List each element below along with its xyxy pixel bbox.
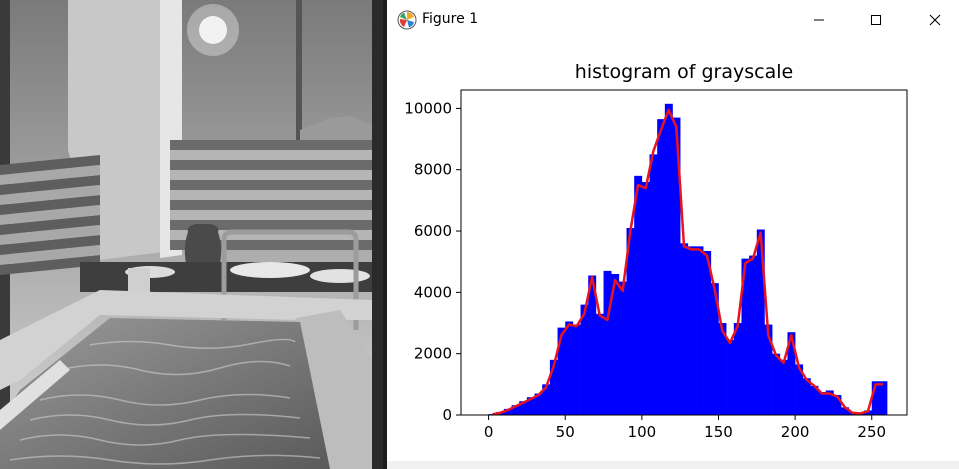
histogram-bar bbox=[825, 390, 834, 415]
histogram-bar bbox=[680, 243, 689, 415]
x-tick-label: 150 bbox=[704, 423, 733, 441]
maximize-icon bbox=[871, 15, 881, 25]
histogram-bar bbox=[871, 381, 880, 415]
histogram-bar bbox=[511, 405, 520, 415]
x-tick-label: 100 bbox=[628, 423, 657, 441]
histogram-bar bbox=[580, 304, 589, 415]
histogram-bar bbox=[710, 283, 719, 415]
y-tick-label: 10000 bbox=[404, 99, 452, 117]
minimize-button[interactable] bbox=[796, 0, 842, 40]
photo-illustration bbox=[0, 0, 383, 469]
histogram-bar bbox=[818, 392, 827, 415]
histogram-bar bbox=[718, 323, 727, 415]
histogram-bar bbox=[519, 401, 528, 415]
histogram-bar bbox=[611, 273, 620, 415]
figure-canvas: histogram of grayscale 0 50 100 150 200 250 0 2… bbox=[387, 40, 959, 461]
histogram-bar bbox=[618, 281, 627, 415]
histogram-bar bbox=[534, 393, 543, 415]
histogram-bar bbox=[802, 378, 811, 415]
histogram-bar bbox=[626, 227, 635, 415]
title-bar[interactable]: Figure 1 bbox=[387, 0, 959, 40]
histogram-bar bbox=[703, 250, 712, 415]
x-tick-label: 0 bbox=[484, 423, 494, 441]
histogram-bar bbox=[749, 255, 758, 415]
x-tick-label: 250 bbox=[857, 423, 886, 441]
y-tick-label: 2000 bbox=[414, 345, 452, 363]
matplotlib-icon bbox=[397, 10, 417, 30]
histogram-bar bbox=[810, 385, 819, 415]
histogram-bar bbox=[756, 229, 765, 415]
histogram-bar bbox=[879, 381, 888, 415]
histogram-bar bbox=[664, 103, 673, 415]
histogram-bar bbox=[595, 313, 604, 415]
histogram-bar bbox=[641, 181, 650, 415]
close-icon bbox=[929, 14, 941, 26]
histogram-bar bbox=[557, 327, 566, 415]
x-tick-label: 200 bbox=[781, 423, 810, 441]
histogram-bar bbox=[726, 339, 735, 415]
histogram-bar bbox=[741, 258, 750, 415]
histogram-bar bbox=[687, 246, 696, 415]
y-tick-label: 8000 bbox=[414, 161, 452, 179]
y-tick-label: 0 bbox=[442, 406, 452, 424]
figure-window: Figure 1 histogram of grayscale 0 50 100 15… bbox=[387, 0, 959, 469]
chart-title: histogram of grayscale bbox=[575, 61, 793, 83]
histogram-bar bbox=[503, 408, 512, 415]
status-strip bbox=[387, 461, 959, 469]
histogram-bar bbox=[833, 395, 842, 415]
histogram-bar bbox=[603, 270, 612, 415]
grayscale-photo bbox=[0, 0, 383, 469]
histogram-line bbox=[492, 108, 884, 416]
panel-divider bbox=[383, 0, 387, 469]
histogram-bar bbox=[572, 324, 581, 415]
maximize-button[interactable] bbox=[853, 0, 899, 40]
histogram-bar bbox=[649, 154, 658, 416]
histogram-chart: histogram of grayscale 0 50 100 150 200 250 0 2… bbox=[404, 61, 908, 441]
histogram-bar bbox=[787, 332, 796, 415]
y-tick-label: 4000 bbox=[414, 283, 452, 301]
histogram-bar bbox=[634, 175, 643, 415]
histogram-bar bbox=[779, 359, 788, 415]
x-tick-label: 50 bbox=[556, 423, 575, 441]
histogram-bar bbox=[733, 323, 742, 415]
histogram-bar bbox=[672, 117, 681, 416]
axes-frame bbox=[460, 89, 908, 416]
histogram-bar bbox=[542, 384, 551, 415]
histogram-bar bbox=[795, 364, 804, 415]
histogram-bar bbox=[588, 275, 597, 415]
minimize-icon bbox=[814, 19, 824, 21]
histogram-bar bbox=[864, 410, 873, 415]
histogram-bar bbox=[657, 119, 666, 416]
histogram-bar bbox=[565, 321, 574, 415]
y-tick-label: 6000 bbox=[414, 222, 452, 240]
histogram-bar bbox=[549, 359, 558, 415]
histogram-bar bbox=[841, 407, 850, 415]
histogram-bar bbox=[772, 353, 781, 415]
close-button[interactable] bbox=[912, 0, 958, 40]
window-title: Figure 1 bbox=[422, 11, 479, 27]
histogram-bar bbox=[526, 397, 535, 415]
histogram-bar bbox=[695, 246, 704, 415]
histogram-bar bbox=[764, 324, 773, 415]
